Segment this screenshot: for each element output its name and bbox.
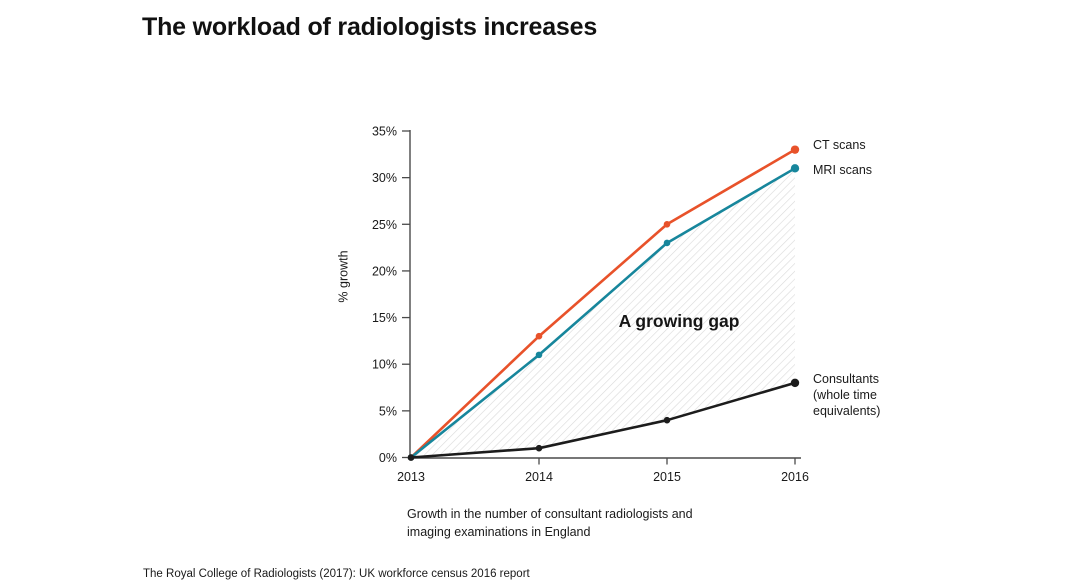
y-tick-label: 10% bbox=[372, 358, 397, 372]
data-point-consultants-whole-time-equivalents bbox=[663, 416, 671, 424]
gap-annotation: A growing gap bbox=[618, 311, 740, 331]
y-tick-label: 35% bbox=[372, 125, 397, 139]
x-tick-label: 2014 bbox=[525, 470, 553, 484]
y-axis-label: % growth bbox=[336, 250, 351, 303]
data-point-consultants-whole-time-equivalents bbox=[407, 454, 415, 461]
data-point-ct-scans bbox=[663, 220, 671, 228]
series-line-mri-scans bbox=[409, 167, 797, 459]
growing-gap-area bbox=[411, 168, 795, 458]
legend-label-consultants: Consultants (whole time equivalents) bbox=[813, 372, 881, 418]
data-point-mri-scans bbox=[790, 164, 800, 173]
y-tick-label: 15% bbox=[372, 311, 397, 325]
data-point-consultants-whole-time-equivalents bbox=[535, 444, 543, 452]
y-tick-label: 0% bbox=[379, 451, 397, 465]
x-tick-label: 2015 bbox=[653, 470, 681, 484]
legend-label-mri-scans: MRI scans bbox=[813, 163, 873, 177]
source-footnote: The Royal College of Radiologists (2017)… bbox=[143, 568, 530, 580]
legend-label-ct-scans: CT scans bbox=[813, 138, 866, 152]
y-tick-label: 30% bbox=[372, 171, 397, 185]
series-line-ct-scans bbox=[409, 148, 797, 459]
chart-caption: Growth in the number of consultant radio… bbox=[407, 507, 693, 539]
data-point-mri-scans bbox=[535, 351, 543, 359]
series-line-consultants-whole-time-equivalents bbox=[409, 381, 797, 459]
page-title: The workload of radiologists increases bbox=[142, 13, 598, 41]
x-tick-label: 2016 bbox=[781, 470, 809, 484]
x-tick-label: 2013 bbox=[397, 470, 425, 484]
data-point-ct-scans bbox=[535, 332, 543, 340]
data-point-consultants-whole-time-equivalents bbox=[790, 378, 800, 388]
data-point-mri-scans bbox=[663, 239, 671, 247]
y-tick-label: 25% bbox=[372, 218, 397, 232]
y-tick-label: 20% bbox=[372, 264, 397, 278]
y-tick-label: 5% bbox=[379, 404, 397, 418]
data-point-ct-scans bbox=[790, 145, 800, 154]
